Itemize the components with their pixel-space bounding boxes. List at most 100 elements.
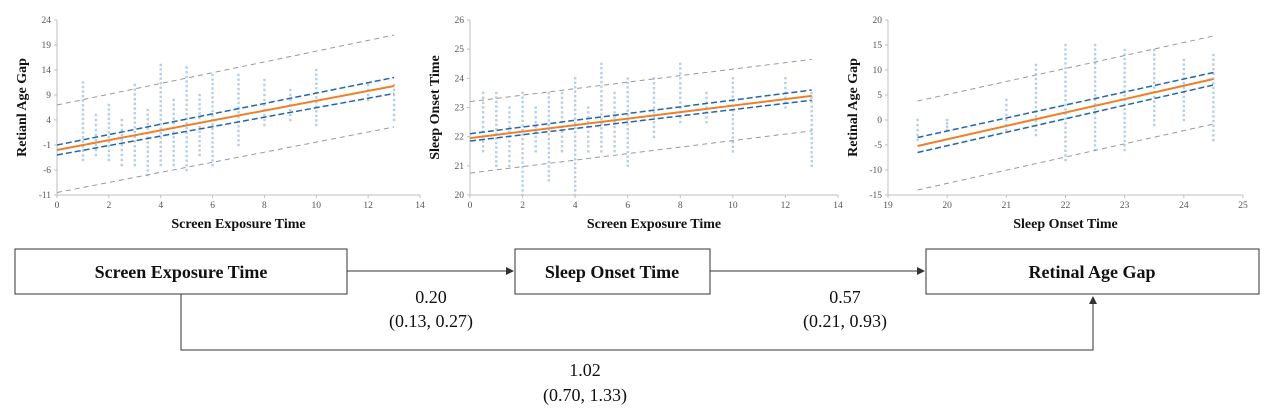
data-point: [263, 78, 266, 82]
data-point: [1034, 68, 1038, 71]
data-point: [573, 112, 577, 116]
data-point: [185, 159, 188, 162]
x-tick-label: 24: [1179, 201, 1189, 211]
data-point: [1034, 63, 1038, 67]
data-point: [547, 100, 551, 104]
data-point: [495, 109, 498, 113]
data-point: [1123, 76, 1126, 79]
data-point: [652, 111, 656, 114]
y-tick-label: 25: [455, 45, 465, 55]
data-point: [133, 149, 136, 153]
data-point: [945, 122, 949, 125]
data-point: [315, 100, 318, 104]
data-point: [521, 105, 524, 108]
data-point: [600, 117, 603, 121]
regression-line: [917, 78, 1214, 147]
data-point: [1064, 122, 1067, 125]
data-point: [521, 91, 524, 95]
data-point: [185, 117, 188, 120]
data-point: [315, 68, 318, 72]
data-point: [198, 149, 201, 152]
data-point: [133, 102, 136, 106]
data-point: [626, 104, 629, 108]
data-point: [521, 175, 524, 178]
data-point: [521, 114, 524, 118]
data-point: [600, 62, 603, 66]
data-point: [159, 100, 162, 103]
x-tick-label: 0: [468, 201, 473, 211]
data-point: [172, 117, 175, 120]
data-point: [573, 184, 577, 188]
data-point: [1153, 86, 1156, 89]
data-point: [81, 108, 85, 112]
path-a-ci: (0.13, 0.27): [389, 311, 473, 332]
data-point: [289, 113, 292, 117]
data-point: [392, 88, 396, 92]
data-point: [1182, 118, 1186, 122]
data-point: [198, 144, 201, 147]
data-point: [315, 96, 318, 99]
y-tick-label: 15: [873, 41, 883, 51]
data-point: [652, 86, 656, 90]
data-point: [237, 83, 240, 86]
data-point: [1123, 85, 1126, 88]
data-point: [652, 125, 656, 129]
data-point: [1153, 81, 1156, 85]
data-point: [107, 126, 111, 130]
data-point: [133, 140, 136, 143]
data-point: [613, 96, 616, 99]
data-point: [731, 136, 735, 139]
data-point: [547, 96, 551, 99]
data-point: [573, 180, 577, 183]
exposure-box: [14, 248, 348, 295]
data-point: [185, 136, 188, 139]
data-point: [600, 71, 603, 75]
data-point: [613, 125, 616, 129]
data-point: [810, 100, 813, 104]
data-point: [133, 126, 136, 129]
data-point: [172, 108, 175, 111]
x-axis-label: Screen Exposure Time: [171, 217, 305, 232]
path-b-ci: (0.21, 0.93): [803, 311, 887, 332]
data-point: [81, 131, 85, 134]
data-point: [705, 116, 708, 119]
data-point: [263, 113, 266, 117]
data-point: [1064, 126, 1067, 130]
y-axis-label: Sleep Onset Time: [428, 55, 443, 160]
data-point: [573, 85, 577, 89]
data-point: [652, 96, 656, 100]
data-point: [1123, 144, 1126, 147]
data-point: [1212, 58, 1215, 61]
data-point: [237, 143, 240, 147]
data-point: [107, 154, 111, 157]
data-point: [508, 115, 511, 119]
data-point: [810, 137, 813, 140]
data-point: [1123, 66, 1126, 70]
data-point: [481, 111, 485, 114]
data-point: [1093, 62, 1097, 65]
data-point: [508, 145, 511, 148]
data-point: [392, 98, 396, 102]
data-point: [1123, 71, 1126, 74]
data-point: [211, 78, 214, 81]
data-point: [120, 138, 124, 142]
data-point: [107, 112, 111, 116]
x-tick-label: 20: [942, 201, 952, 211]
data-point: [146, 155, 149, 158]
data-point: [211, 127, 214, 131]
data-point: [172, 145, 175, 148]
data-point: [81, 81, 85, 84]
data-point: [1034, 96, 1038, 99]
data-point: [146, 159, 149, 163]
data-point: [731, 90, 735, 94]
data-point: [1093, 130, 1097, 133]
data-point: [185, 80, 188, 83]
data-point: [652, 77, 656, 80]
prediction-interval-upper: [56, 34, 395, 106]
data-point: [120, 153, 124, 157]
data-point: [1005, 128, 1008, 132]
data-point: [626, 86, 629, 89]
data-point: [521, 137, 524, 141]
data-point: [1212, 134, 1215, 137]
data-point: [679, 96, 682, 99]
